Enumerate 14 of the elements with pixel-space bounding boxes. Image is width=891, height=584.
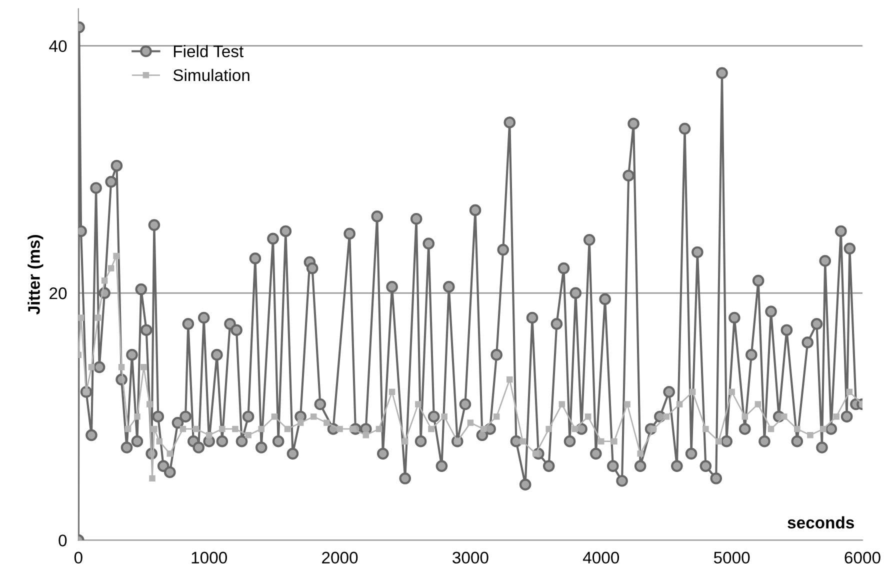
legend-label: Field Test <box>174 45 244 58</box>
x-tick-label: 3000 <box>452 552 488 564</box>
x-tick-label: 4000 <box>582 552 620 564</box>
y-axis-title: Jitter (ms) <box>28 235 44 315</box>
x-tick-label: 1000 <box>192 552 227 564</box>
x-tick-label: 6000 <box>844 552 880 564</box>
x-tick-label: 2000 <box>322 552 358 564</box>
x-tick-label: 0 <box>74 552 82 564</box>
y-tick-label: 20 <box>50 287 67 300</box>
x-tick-label: 5000 <box>714 552 750 564</box>
legend-label: Simulation <box>173 68 250 82</box>
x-axis-title: seconds <box>788 516 854 529</box>
y-tick-label: 0 <box>58 534 67 546</box>
y-tick-label: 40 <box>49 40 67 52</box>
